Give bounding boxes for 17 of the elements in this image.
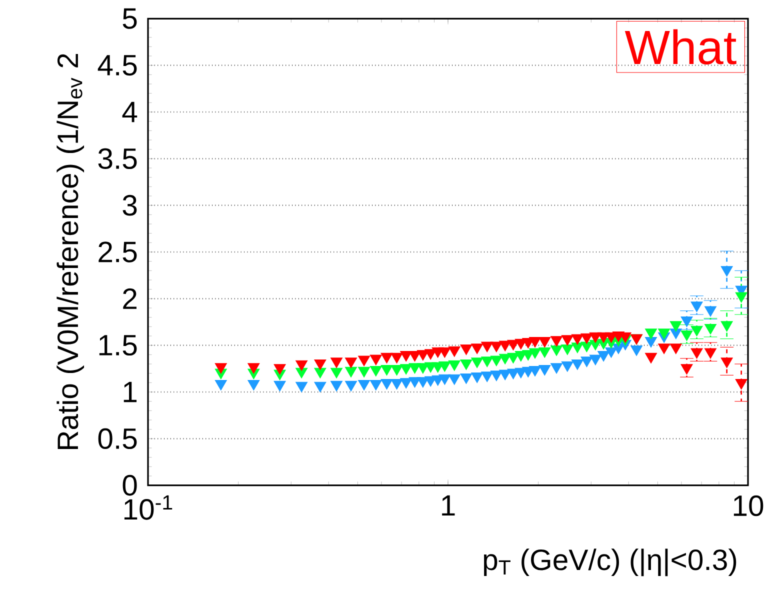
x-axis-title: p$_{T}$ (GeV/c) (|η|<0.3): [484, 548, 736, 576]
y-tick-label: 3.5: [98, 148, 137, 170]
y-tick-label: 2.5: [98, 242, 137, 262]
y-tick-label: 1: [124, 382, 137, 402]
y-tick-label: 3: [122, 194, 137, 216]
y-tick-label: 0: [122, 474, 137, 496]
x-tick-label: 10$^{-1}$: [124, 495, 172, 520]
y-tick-label: 4: [122, 102, 138, 122]
y-tick-label: 5: [122, 8, 137, 29]
y-axis-title: Ratio (V0M/reference) (1/N$_{ev}$ 2: [56, 54, 84, 450]
y-tick-label: 2: [123, 288, 136, 309]
y-tick-label: 4.5: [98, 55, 137, 76]
y-tick-label: 1.5: [99, 335, 137, 356]
annotation: What: [624, 29, 736, 65]
y-tick-label: 0.5: [98, 428, 137, 450]
x-tick-label: 10: [734, 495, 764, 516]
x-tick-label: 1: [442, 495, 455, 516]
